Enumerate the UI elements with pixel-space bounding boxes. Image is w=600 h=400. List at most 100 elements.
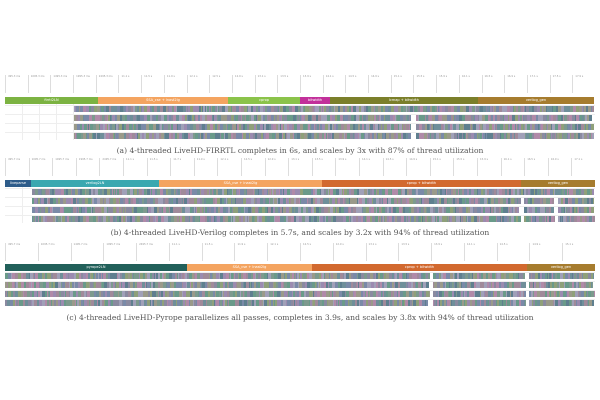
tick-label: 1495.7 ms xyxy=(52,158,69,176)
grid-line xyxy=(39,104,40,140)
phase-verilog2ln[interactable]: verilog2LN xyxy=(31,180,159,187)
lane-divider xyxy=(5,290,595,291)
tick-label: 17.5 s xyxy=(549,75,561,93)
phase-verilog-gen[interactable]: verilog_gen xyxy=(478,97,594,104)
tick-label: 11.1 s xyxy=(168,243,180,261)
tick-label: 13.1 s xyxy=(254,75,266,93)
tick-label: 11.9 s xyxy=(234,243,245,261)
tick-label: 13.1 s xyxy=(365,243,377,261)
tick-label: 1095.3 ms xyxy=(27,75,44,93)
tick-label: 13.9 s xyxy=(300,75,311,93)
tick-label: 12.5 s xyxy=(300,243,311,261)
lane-divider xyxy=(5,206,595,207)
lane-divider xyxy=(5,188,595,189)
tick-label: 1995.7 ms xyxy=(103,243,120,261)
tick-label: 1995.7 ms xyxy=(75,158,93,176)
tick-label: 16.5 s xyxy=(524,158,535,176)
tick-label: 495.7 ms xyxy=(5,158,20,176)
thread-4-tasks xyxy=(74,133,413,139)
thread-3-tasks xyxy=(529,291,595,297)
tick-label: 16.1 s xyxy=(500,158,512,176)
thread-4-tasks xyxy=(529,300,595,306)
lane-divider xyxy=(5,272,595,273)
tick-label: 2495.7 ms xyxy=(136,243,153,261)
tick-label: 15.5 s xyxy=(413,75,424,93)
thread-4-tasks xyxy=(524,216,555,222)
thread-4-tasks xyxy=(416,133,594,139)
phase-liveparse[interactable]: liveparse xyxy=(5,180,31,187)
tick-label: 1095.7 ms xyxy=(28,158,45,176)
thread-2-tasks xyxy=(32,198,521,204)
tick-label: 14.9 s xyxy=(368,75,379,93)
lane-divider xyxy=(5,299,595,300)
phase-firrtl2ln[interactable]: firrtl2LN xyxy=(5,97,98,104)
phase-bitwidth[interactable]: bitwidth xyxy=(300,97,330,104)
lane-divider xyxy=(5,105,595,106)
tick-label: 13.5 s xyxy=(398,243,409,261)
tick-label: 495.3 ms xyxy=(5,75,20,93)
tick-label: 1495.7 ms xyxy=(70,243,87,261)
tick-label: 11.9 s xyxy=(193,158,205,176)
thread-2-tasks xyxy=(529,282,595,288)
grid-line xyxy=(22,187,23,223)
thread-4-tasks xyxy=(433,300,526,306)
lane-divider xyxy=(5,114,595,115)
tick-label: 15.1 s xyxy=(429,158,441,176)
tick-label: 1095.7 ms xyxy=(37,243,55,261)
phase-ssa-cse-lnast2lg[interactable]: SSA_cse + lnast2lg xyxy=(187,264,312,271)
lane-divider xyxy=(5,215,595,216)
thread-3-tasks xyxy=(5,291,430,297)
phase-verilog-gen[interactable]: verilog_gen xyxy=(521,180,595,187)
tick-label: 12.1 s xyxy=(267,243,278,261)
thread-4-tasks xyxy=(558,216,595,222)
grid-line xyxy=(73,104,74,140)
tick-label: 13.1 s xyxy=(288,158,299,176)
tick-label: 14.9 s xyxy=(406,158,417,176)
tick-label: 13.9 s xyxy=(335,158,346,176)
tick-label: 2495.3 ms xyxy=(95,75,113,93)
tick-label: 14.1 s xyxy=(359,158,370,176)
tick-label: 11.7 s xyxy=(170,158,181,176)
thread-3-tasks xyxy=(433,291,526,297)
thread-2-tasks xyxy=(558,198,595,204)
tick-label: 12.9 s xyxy=(231,75,243,93)
phase-pyrope2ln[interactable]: pyrope2LN xyxy=(5,264,187,271)
tick-label: 14.1 s xyxy=(322,75,334,93)
thread-3-tasks xyxy=(32,207,521,213)
time-axis: 495.7 ms 1095.7 ms 1495.7 ms 1995.7 ms 2495.… xyxy=(5,243,595,261)
thread-2-tasks xyxy=(416,115,594,121)
lane-divider xyxy=(5,132,595,133)
tick-label: 12.5 s xyxy=(209,75,220,93)
tick-label: 15.5 s xyxy=(453,158,464,176)
tick-label: 15.9 s xyxy=(436,75,447,93)
tick-label: 11.5 s xyxy=(141,75,152,93)
tick-label: 14.5 s xyxy=(496,243,508,261)
tick-label: 15.1 s xyxy=(390,75,402,93)
tick-label: 17.9 s xyxy=(572,75,583,93)
time-axis: 495.7 ms 1095.7 ms 1495.7 ms 1995.7 ms 2495.… xyxy=(5,158,595,176)
thread-1-tasks xyxy=(433,273,526,279)
tick-label: 12.9 s xyxy=(264,158,276,176)
caption: (c) 4-threaded LiveHD-Pyrope parallelize… xyxy=(66,313,534,322)
phase-verilog-gen[interactable]: verilog_gen xyxy=(527,264,595,271)
tick-label: 17.1 s xyxy=(526,75,538,93)
tick-label: 14.5 s xyxy=(382,158,394,176)
phase-ssa-cse-lnast2lg[interactable]: SSA_cse + lnast2lg xyxy=(159,180,322,187)
phase-ssa-cse-lnast2lg[interactable]: SSA_cse + lnast2lg xyxy=(98,97,228,104)
tick-label: 11.5 s xyxy=(201,243,213,261)
phase-cprop-bitwidth[interactable]: cprop + bitwidth xyxy=(312,264,527,271)
tick-label: 14.1 s xyxy=(463,243,475,261)
thread-2-tasks xyxy=(433,282,526,288)
phase-cprop-bitwidth[interactable]: cprop + bitwidth xyxy=(322,180,521,187)
tick-label: 16.9 s xyxy=(504,75,515,93)
lane-divider xyxy=(5,197,595,198)
tick-label: 13.5 s xyxy=(311,158,323,176)
tick-label: 11.5 s xyxy=(146,158,158,176)
tick-label: 12.1 s xyxy=(217,158,228,176)
phase-lcmap-bitwidth[interactable]: lcmap + bitwidth xyxy=(330,97,478,104)
thread-4-tasks xyxy=(5,300,430,306)
thread-1-tasks xyxy=(5,273,430,279)
phase-cprop[interactable]: cprop xyxy=(228,97,300,104)
tick-label: 11.1 s xyxy=(123,158,134,176)
thread-2-tasks xyxy=(74,115,413,121)
